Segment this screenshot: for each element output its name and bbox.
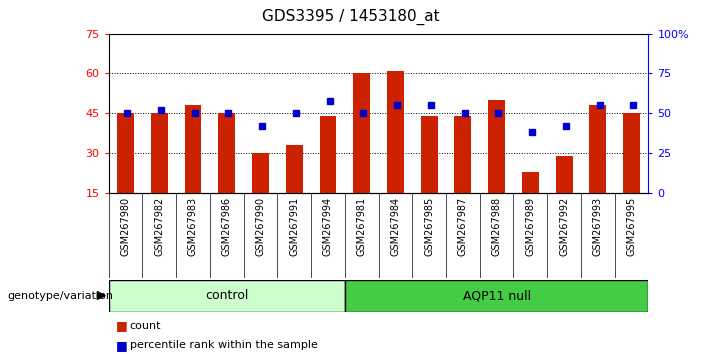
Text: AQP11 null: AQP11 null [463,289,531,302]
Bar [117,113,134,193]
Text: GSM267982: GSM267982 [154,197,164,256]
Bar [151,113,168,193]
Text: GSM267988: GSM267988 [491,197,502,256]
Bar [387,71,404,193]
Bar [109,280,345,312]
Bar [623,113,640,193]
Bar [421,116,437,193]
Text: GSM267991: GSM267991 [290,197,299,256]
Text: genotype/variation: genotype/variation [7,291,113,301]
Text: ■: ■ [116,339,128,352]
Bar [320,116,336,193]
Text: ■: ■ [116,319,128,332]
Bar [454,116,471,193]
Text: GSM267985: GSM267985 [424,197,434,256]
Text: GSM267986: GSM267986 [222,197,232,256]
Bar [488,100,505,193]
Text: GSM267995: GSM267995 [627,197,637,256]
Bar [286,145,303,193]
Text: GSM267980: GSM267980 [121,197,130,256]
Text: GSM267990: GSM267990 [255,197,266,256]
Bar [218,113,235,193]
Text: count: count [130,321,161,331]
Text: GDS3395 / 1453180_at: GDS3395 / 1453180_at [261,9,440,25]
Bar [345,280,648,312]
Bar [184,105,201,193]
Text: GSM267993: GSM267993 [593,197,603,256]
Bar [353,73,370,193]
Text: GSM267987: GSM267987 [458,197,468,256]
Text: GSM267989: GSM267989 [525,197,536,256]
Text: GSM267992: GSM267992 [559,197,569,256]
Bar [590,105,606,193]
Text: percentile rank within the sample: percentile rank within the sample [130,340,318,350]
Text: GSM267983: GSM267983 [188,197,198,256]
Bar [252,153,269,193]
Text: control: control [205,289,248,302]
Text: GSM267984: GSM267984 [390,197,400,256]
Text: GSM267981: GSM267981 [357,197,367,256]
Bar [556,156,573,193]
Text: GSM267994: GSM267994 [323,197,333,256]
Bar [522,172,539,193]
